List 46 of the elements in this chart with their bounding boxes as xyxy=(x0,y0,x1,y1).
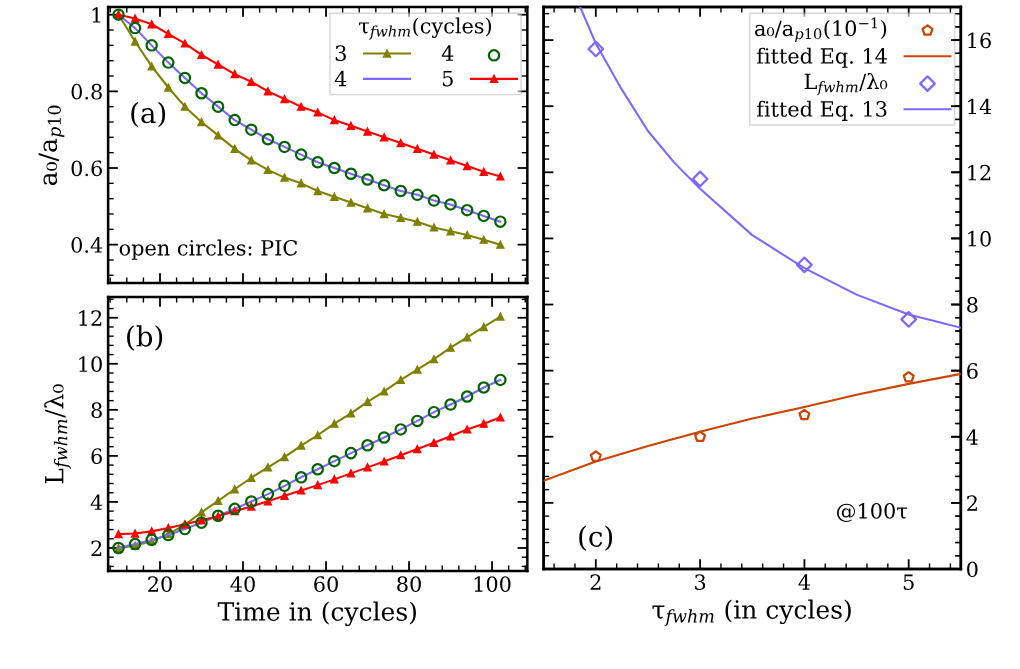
y-axis-title: a₀/a$_{p10}$ xyxy=(38,105,65,186)
y-tick-label: 2 xyxy=(91,540,102,556)
legend-label: fitted Eq. 14 xyxy=(756,47,887,68)
legend-label: a₀/a$_{p10}$(10$^{−1}$) xyxy=(755,17,887,43)
y2-tick-label: 2 xyxy=(967,495,977,511)
x-tick-label: 20 xyxy=(148,576,172,592)
x-tick-label: 40 xyxy=(230,576,255,592)
y2-tick-label: 14 xyxy=(968,98,992,115)
legend-label: 4 xyxy=(334,70,347,87)
y-tick-label: 1 xyxy=(92,7,101,23)
y2-tick-label: 8 xyxy=(967,296,978,313)
y2-tick-label: 0 xyxy=(967,561,978,578)
y-axis-title: L$_{fwhm}$/λ₀ xyxy=(44,384,71,484)
x-tick-label: 100 xyxy=(474,576,511,592)
x-axis-title: Time in (cycles) xyxy=(217,601,416,627)
legend-label: 4 xyxy=(441,45,454,61)
y-tick-label: 0.6 xyxy=(71,160,102,177)
legend-title: τ$_{fwhm}$(cycles) xyxy=(359,17,492,40)
annotation: @100τ xyxy=(837,502,908,523)
x-tick-label: 4 xyxy=(798,574,810,590)
y-tick-label: 8 xyxy=(91,402,102,419)
y2-tick-label: 16 xyxy=(968,32,991,49)
y-tick-label: 0.4 xyxy=(71,237,103,253)
x-tick-label: 80 xyxy=(397,576,421,592)
y-tick-label: 10 xyxy=(79,356,102,373)
y2-tick-label: 10 xyxy=(968,230,991,247)
x-tick-label: 60 xyxy=(314,576,338,592)
y2-tick-label: 4 xyxy=(966,429,978,445)
y-tick-label: 12 xyxy=(79,310,102,326)
y2-tick-label: 6 xyxy=(967,363,978,379)
x-tick-label: 5 xyxy=(903,574,914,590)
annotation: open circles: PIC xyxy=(119,239,298,260)
annotation: (a) xyxy=(131,101,166,128)
y-tick-label: 0.8 xyxy=(71,83,102,100)
y2-tick-label: 12 xyxy=(968,164,991,181)
legend-label: fitted Eq. 13 xyxy=(756,100,887,121)
legend-label: 3 xyxy=(335,45,346,62)
x-tick-label: 3 xyxy=(695,574,706,590)
legend-label: 5 xyxy=(442,70,453,87)
legend-label: L$_{fwhm}$/λ₀ xyxy=(804,73,888,96)
annotation: (c) xyxy=(579,525,613,551)
y-tick-label: 4 xyxy=(90,494,103,510)
annotation: (b) xyxy=(127,325,163,351)
x-tick-label: 2 xyxy=(590,574,601,590)
y-tick-label: 6 xyxy=(91,448,102,465)
x-axis-title: τ$_{fwhm}$ (in cycles) xyxy=(652,599,851,627)
